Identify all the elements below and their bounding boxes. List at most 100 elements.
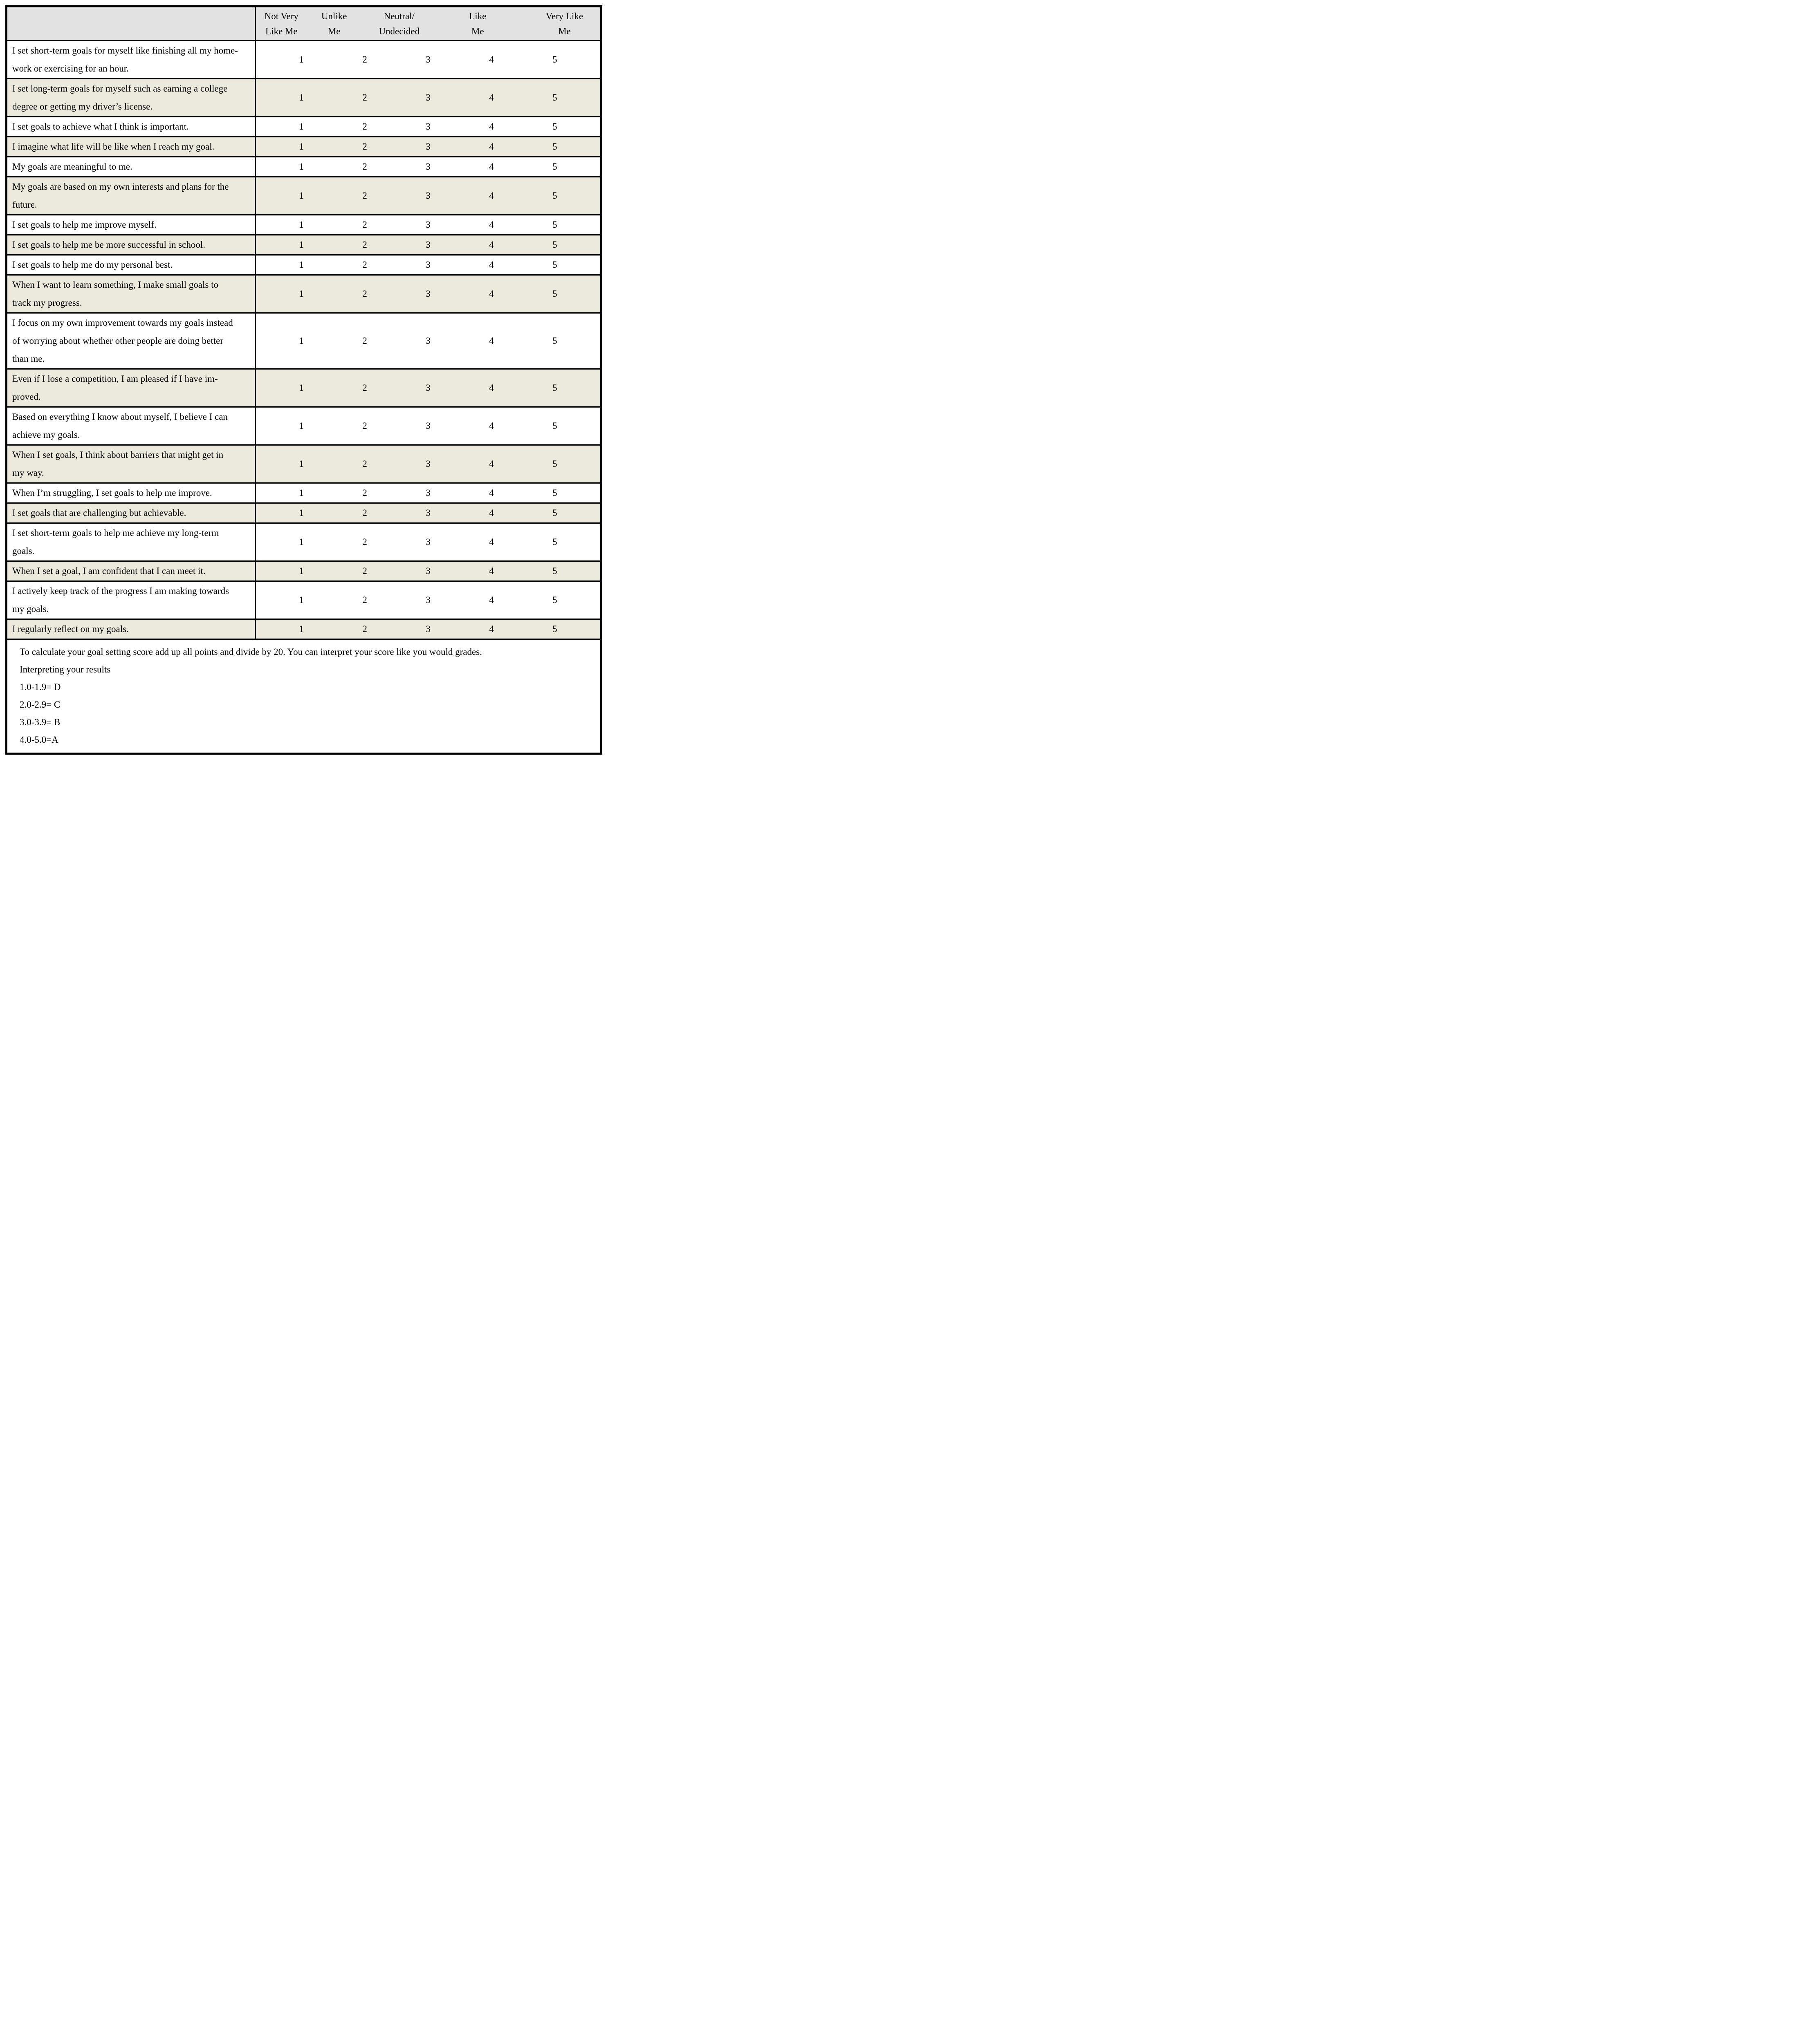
statement-text: my goals. bbox=[12, 604, 49, 614]
rating-number: 2 bbox=[362, 141, 367, 152]
rating-number: 1 bbox=[299, 459, 304, 469]
rating-number: 5 bbox=[552, 624, 557, 634]
statement-text: When I’m struggling, I set goals to help… bbox=[12, 488, 212, 498]
table-row: My goals are meaningful to me. 1 2 3 4 5 bbox=[6, 157, 601, 177]
rating-number: 5 bbox=[552, 421, 557, 431]
rating-number: 2 bbox=[362, 421, 367, 431]
rating-number: 3 bbox=[426, 240, 431, 250]
column-header-line: Very Like bbox=[545, 11, 583, 21]
rating-number: 4 bbox=[489, 537, 494, 547]
statement-text: I set short-term goals to help me achiev… bbox=[12, 528, 219, 538]
rating-number: 4 bbox=[489, 336, 494, 346]
rating-number: 1 bbox=[299, 54, 304, 65]
statement-text: When I want to learn something, I make s… bbox=[12, 280, 218, 290]
rating-number: 3 bbox=[426, 459, 431, 469]
rating-number: 4 bbox=[489, 220, 494, 230]
rating-number: 1 bbox=[299, 260, 304, 270]
rating-number: 3 bbox=[426, 336, 431, 346]
rating-number: 1 bbox=[299, 240, 304, 250]
table-row: I set short-term goals to help me achiev… bbox=[6, 523, 601, 561]
header-row: Not Very Like Me Unlike Me Neutral/ Unde… bbox=[6, 6, 601, 41]
rating-number: 5 bbox=[552, 121, 557, 132]
rating-number: 2 bbox=[362, 289, 367, 299]
rating-cell: 1 2 3 4 5 bbox=[256, 313, 601, 369]
statement-text: My goals are meaningful to me. bbox=[12, 161, 132, 172]
rating-number: 4 bbox=[489, 289, 494, 299]
table-row: I set short-term goals for myself like f… bbox=[6, 40, 601, 79]
statement-cell: I actively keep track of the progress I … bbox=[6, 581, 256, 619]
rating-number: 4 bbox=[489, 595, 494, 605]
rating-number: 3 bbox=[426, 220, 431, 230]
rating-number: 1 bbox=[299, 161, 304, 172]
rating-number: 2 bbox=[362, 121, 367, 132]
statement-cell: I imagine what life will be like when I … bbox=[6, 137, 256, 157]
rating-number: 5 bbox=[552, 220, 557, 230]
rating-number: 2 bbox=[362, 260, 367, 270]
header-empty-cell bbox=[6, 6, 256, 41]
rating-number: 3 bbox=[426, 92, 431, 103]
rating-number: 3 bbox=[426, 566, 431, 576]
survey-table: Not Very Like Me Unlike Me Neutral/ Unde… bbox=[5, 5, 602, 755]
rating-cell: 1 2 3 4 5 bbox=[256, 445, 601, 483]
statement-text: When I set goals, I think about barriers… bbox=[12, 450, 224, 460]
statement-cell: I focus on my own improvement towards my… bbox=[6, 313, 256, 369]
rating-number: 2 bbox=[362, 220, 367, 230]
statement-cell: I regularly reflect on my goals. bbox=[6, 619, 256, 639]
statement-text: I focus on my own improvement towards my… bbox=[12, 318, 233, 328]
table-row: Based on everything I know about myself,… bbox=[6, 407, 601, 445]
statement-text: goals. bbox=[12, 546, 35, 556]
statement-text: I set goals to help me do my personal be… bbox=[12, 260, 173, 270]
statement-text: I set short-term goals for myself like f… bbox=[12, 45, 238, 56]
statement-text: future. bbox=[12, 199, 37, 210]
rating-number: 1 bbox=[299, 336, 304, 346]
table-row: When I want to learn something, I make s… bbox=[6, 275, 601, 313]
statement-cell: I set goals that are challenging but ach… bbox=[6, 503, 256, 523]
grade-range-b: 3.0-3.9= B bbox=[20, 717, 61, 727]
rating-number: 3 bbox=[426, 260, 431, 270]
statement-text: I regularly reflect on my goals. bbox=[12, 624, 129, 634]
column-header-line: Me bbox=[328, 26, 341, 36]
rating-number: 3 bbox=[426, 383, 431, 393]
statement-cell: I set goals to achieve what I think is i… bbox=[6, 117, 256, 137]
rating-cell: 1 2 3 4 5 bbox=[256, 275, 601, 313]
rating-cell: 1 2 3 4 5 bbox=[256, 177, 601, 215]
column-header-like-me: Like Me bbox=[469, 9, 486, 39]
rating-number: 3 bbox=[426, 624, 431, 634]
rating-number: 2 bbox=[362, 92, 367, 103]
rating-number: 1 bbox=[299, 121, 304, 132]
statement-cell: My goals are meaningful to me. bbox=[6, 157, 256, 177]
rating-number: 5 bbox=[552, 289, 557, 299]
table-row: I actively keep track of the progress I … bbox=[6, 581, 601, 619]
rating-number: 1 bbox=[299, 624, 304, 634]
statement-cell: When I want to learn something, I make s… bbox=[6, 275, 256, 313]
rating-cell: 1 2 3 4 5 bbox=[256, 619, 601, 639]
rating-number: 5 bbox=[552, 54, 557, 65]
rating-number: 3 bbox=[426, 161, 431, 172]
statement-text: I set goals that are challenging but ach… bbox=[12, 508, 186, 518]
rating-number: 4 bbox=[489, 54, 494, 65]
rating-number: 2 bbox=[362, 488, 367, 498]
rating-number: 2 bbox=[362, 383, 367, 393]
rating-number: 5 bbox=[552, 336, 557, 346]
scoring-instructions-cell: To calculate your goal setting score add… bbox=[7, 639, 601, 754]
column-header-line: Me bbox=[471, 26, 484, 36]
rating-number: 2 bbox=[362, 537, 367, 547]
statement-text: my way. bbox=[12, 468, 44, 478]
rating-cell: 1 2 3 4 5 bbox=[256, 407, 601, 445]
rating-cell: 1 2 3 4 5 bbox=[256, 523, 601, 561]
rating-number: 3 bbox=[426, 191, 431, 201]
rating-number: 5 bbox=[552, 566, 557, 576]
rating-cell: 1 2 3 4 5 bbox=[256, 117, 601, 137]
rating-cell: 1 2 3 4 5 bbox=[256, 215, 601, 235]
rating-number: 3 bbox=[426, 289, 431, 299]
rating-cell: 1 2 3 4 5 bbox=[256, 369, 601, 407]
statement-text: track my progress. bbox=[12, 298, 82, 308]
table-row: I set goals to help me be more successfu… bbox=[6, 235, 601, 255]
statement-text: My goals are based on my own interests a… bbox=[12, 182, 229, 192]
statement-cell: I set goals to help me be more successfu… bbox=[6, 235, 256, 255]
statement-text: I set long-term goals for myself such as… bbox=[12, 83, 228, 94]
statement-cell: When I set goals, I think about barriers… bbox=[6, 445, 256, 483]
rating-number: 1 bbox=[299, 421, 304, 431]
rating-cell: 1 2 3 4 5 bbox=[256, 561, 601, 581]
rating-number: 4 bbox=[489, 191, 494, 201]
